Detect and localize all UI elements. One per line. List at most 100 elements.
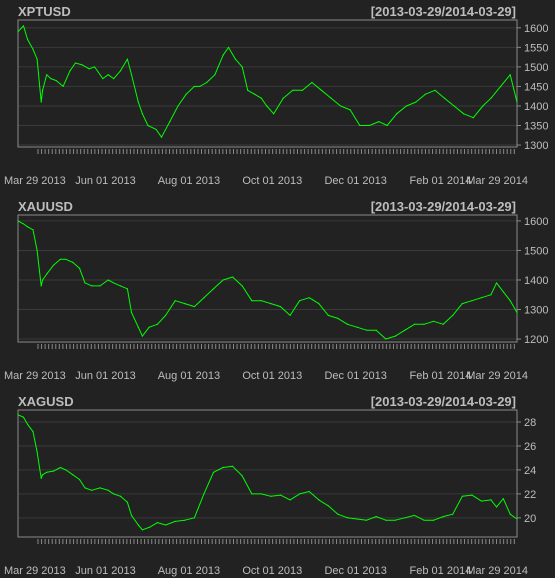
- data-point: [442, 323, 444, 325]
- data-point: [22, 416, 25, 418]
- data-point: [308, 297, 310, 299]
- data-point: [78, 478, 81, 481]
- y-tick-label: 20: [524, 513, 536, 525]
- data-point: [147, 124, 149, 127]
- data-point: [26, 38, 29, 41]
- y-tick-label: 28: [524, 417, 536, 429]
- y-tick-label: 1500: [524, 62, 548, 74]
- data-point: [174, 520, 176, 523]
- data-point: [141, 529, 144, 531]
- data-point: [234, 58, 236, 60]
- data-point: [378, 121, 380, 123]
- data-point: [368, 124, 370, 127]
- data-point: [247, 89, 249, 91]
- date-range-label: [2013-03-29/2014-03-29]: [371, 199, 516, 214]
- data-point: [340, 105, 342, 107]
- data-point: [26, 226, 29, 228]
- data-point: [516, 101, 518, 103]
- data-point: [480, 297, 483, 299]
- data-point: [356, 326, 358, 328]
- data-point: [415, 101, 417, 103]
- data-point: [74, 62, 77, 64]
- data-point: [260, 300, 262, 302]
- chart-panel-xagusd: XAGUSD [2013-03-29/2014-03-29] 20 22 24 26 28 M…: [4, 394, 536, 577]
- date-range-label: [2013-03-29/2014-03-29]: [371, 394, 516, 409]
- data-point: [199, 85, 201, 88]
- data-point: [165, 524, 167, 526]
- x-tick-label: Oct 01 2013: [242, 370, 302, 382]
- data-point: [442, 516, 444, 518]
- data-point: [499, 85, 502, 88]
- data-point: [52, 470, 55, 472]
- data-point: [130, 74, 133, 76]
- data-point: [55, 79, 57, 82]
- data-point: [174, 300, 176, 302]
- data-point: [137, 524, 139, 526]
- x-tick-label: Feb 01 2014: [410, 565, 472, 577]
- data-point: [516, 311, 518, 314]
- y-tick-label: 22: [524, 489, 536, 501]
- x-tick-label: Mar 29 2014: [466, 565, 528, 577]
- y-tick-label: 1600: [524, 23, 548, 35]
- data-point: [330, 97, 332, 99]
- data-point: [91, 489, 93, 491]
- data-point: [396, 113, 398, 115]
- data-point: [385, 519, 387, 521]
- data-point: [453, 105, 455, 107]
- data-point: [308, 490, 310, 493]
- data-point: [99, 285, 101, 287]
- data-point: [452, 513, 454, 515]
- data-point: [169, 121, 171, 123]
- data-point: [433, 320, 435, 322]
- data-point: [212, 471, 215, 473]
- data-point: [472, 117, 474, 119]
- data-point: [84, 487, 86, 489]
- data-point: [177, 105, 179, 107]
- data-point: [495, 282, 498, 284]
- data-point: [311, 81, 313, 84]
- data-point: [17, 220, 19, 222]
- data-point: [141, 113, 144, 115]
- data-point: [40, 477, 42, 479]
- data-point: [359, 124, 361, 127]
- data-point: [36, 451, 38, 453]
- data-point: [206, 81, 208, 84]
- data-point: [413, 323, 416, 325]
- date-range-label: [2013-03-29/2014-03-29]: [371, 4, 516, 19]
- data-point: [185, 93, 187, 95]
- data-point: [193, 517, 195, 519]
- data-point: [434, 89, 436, 91]
- data-point: [22, 223, 25, 225]
- data-point: [232, 465, 234, 467]
- data-point: [107, 74, 109, 76]
- y-tick-label: 1350: [524, 121, 548, 133]
- y-tick-label: 1400: [524, 275, 548, 287]
- data-point: [424, 93, 427, 95]
- data-point: [137, 326, 139, 328]
- data-point: [375, 329, 377, 331]
- data-point: [17, 31, 19, 33]
- data-point: [69, 70, 71, 72]
- data-point: [141, 335, 144, 337]
- y-tick-label: 1550: [524, 42, 548, 54]
- data-point: [59, 258, 61, 260]
- data-point: [184, 303, 186, 305]
- data-point: [318, 303, 320, 305]
- data-point: [490, 97, 492, 99]
- data-point: [17, 414, 19, 416]
- data-point: [42, 89, 44, 91]
- data-point: [156, 323, 159, 325]
- x-tick-label: Mar 29 2014: [466, 175, 528, 187]
- plot-frame: [17, 19, 518, 148]
- data-point: [137, 101, 139, 103]
- data-point: [385, 338, 387, 340]
- data-point: [59, 466, 61, 469]
- data-point: [212, 288, 215, 290]
- x-tick-label: Dec 01 2013: [324, 175, 386, 187]
- data-point: [46, 74, 48, 76]
- data-point: [193, 85, 195, 88]
- data-point: [126, 58, 128, 60]
- data-point: [279, 305, 282, 308]
- y-tick-label: 1300: [524, 305, 548, 317]
- data-point: [32, 48, 34, 50]
